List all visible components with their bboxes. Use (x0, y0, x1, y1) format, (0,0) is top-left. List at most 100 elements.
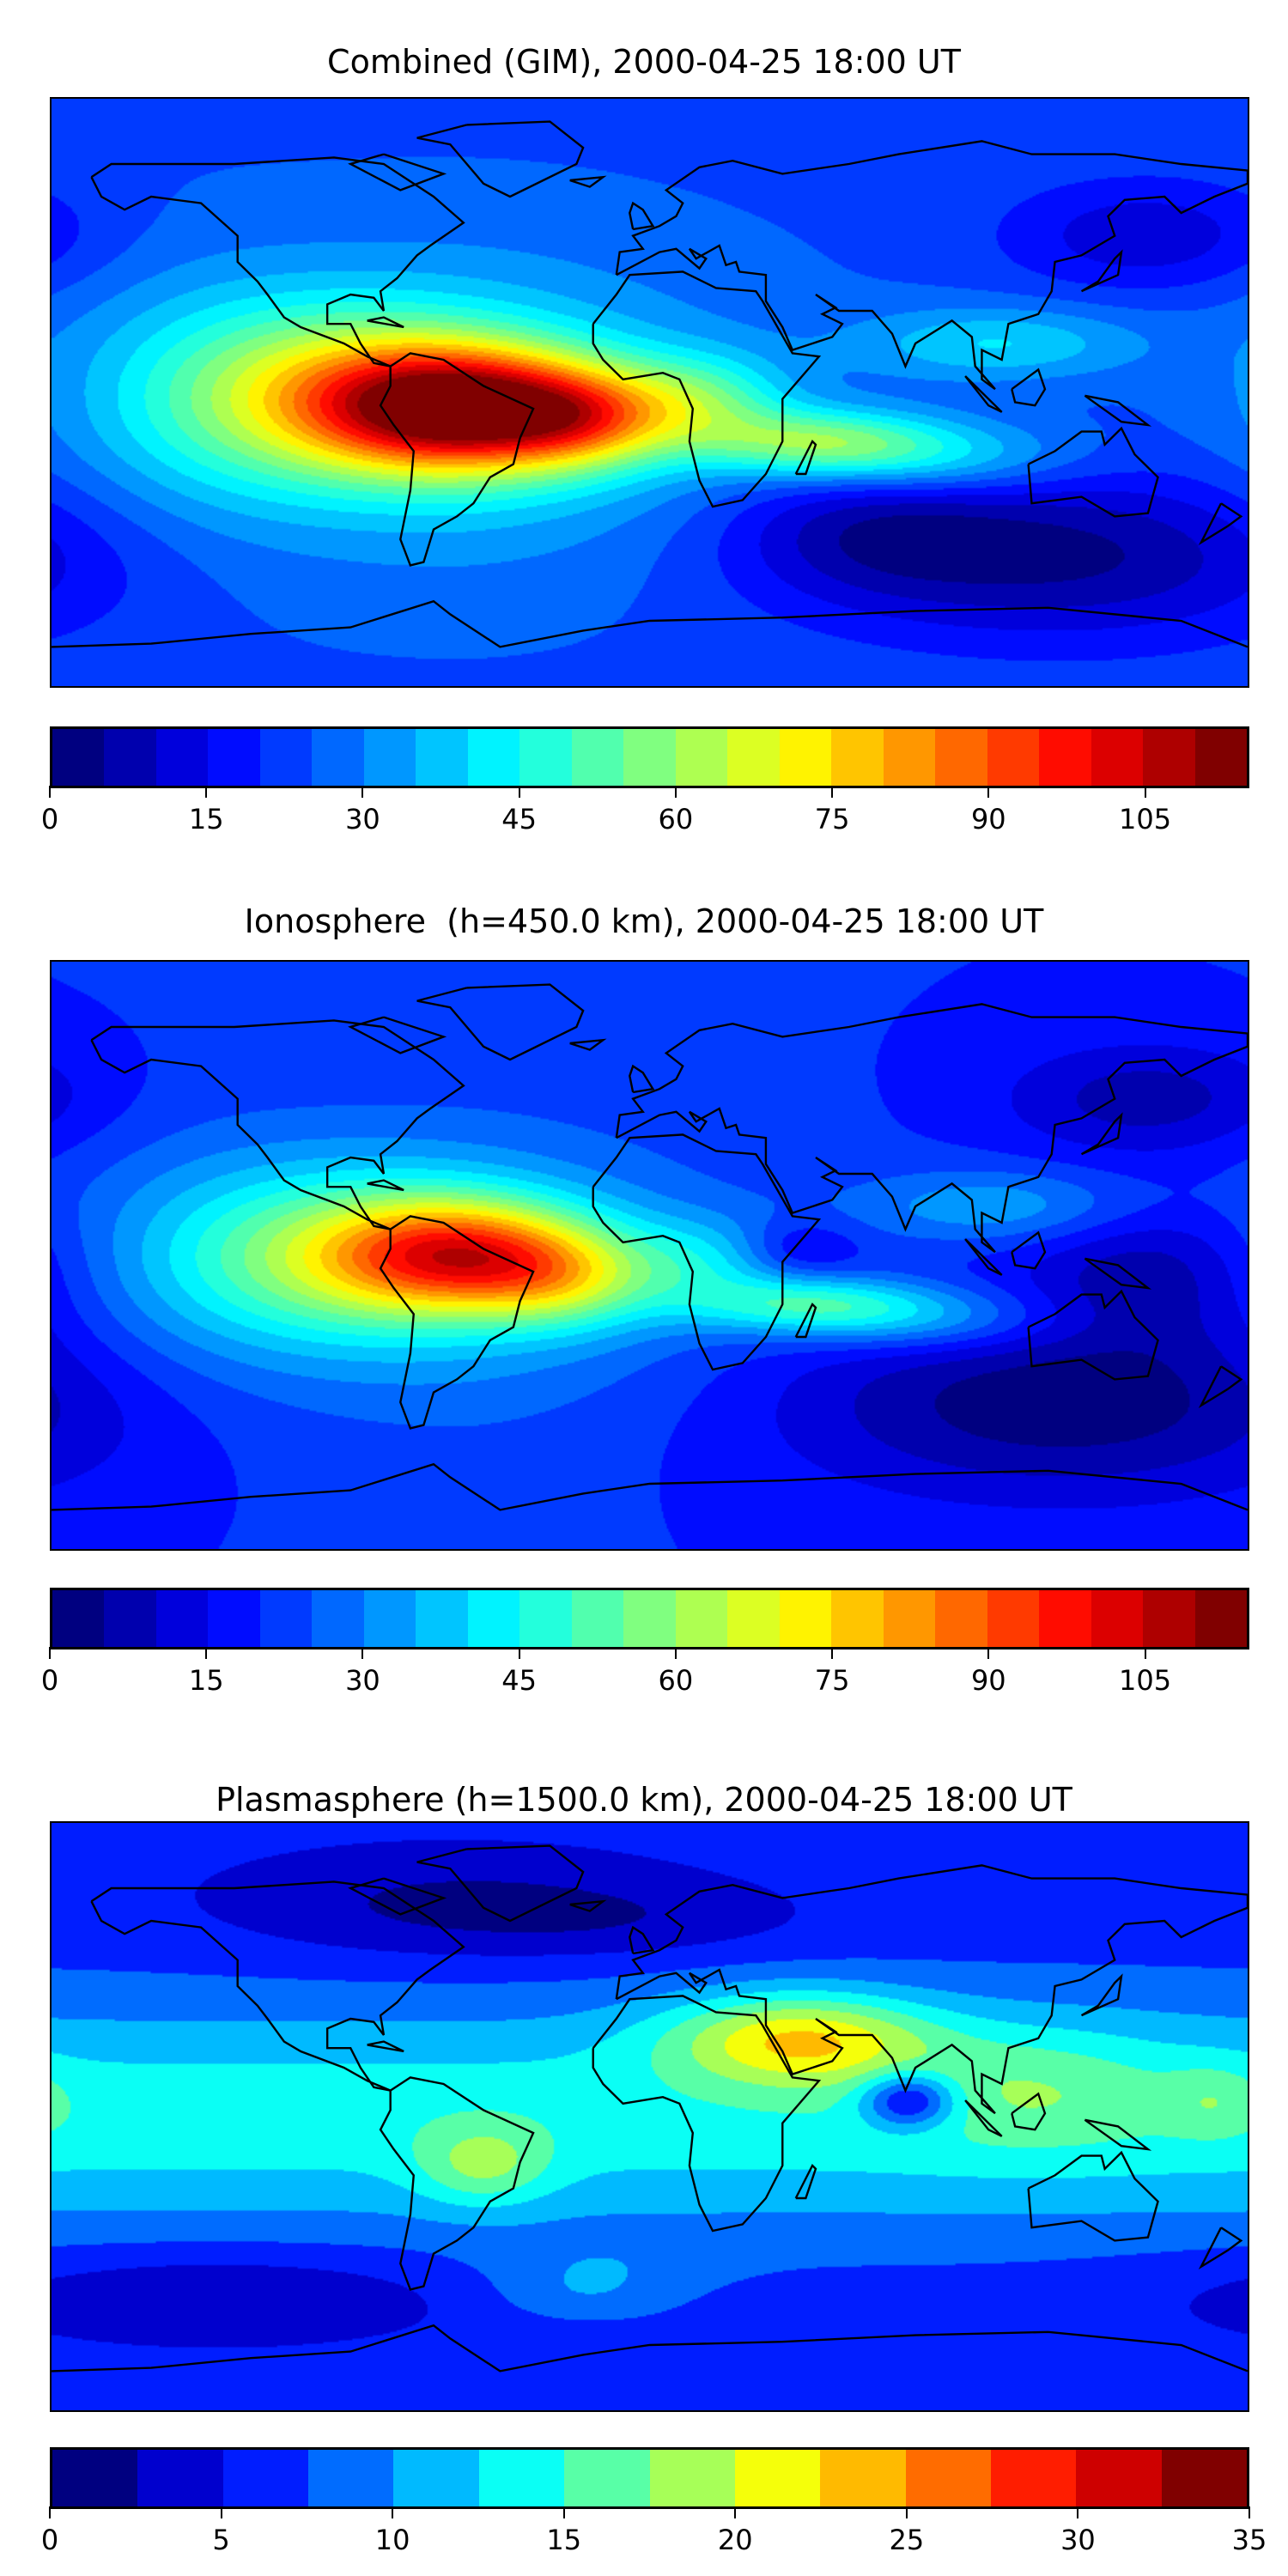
colorbar-segment (571, 1590, 624, 1647)
colorbar-tick (205, 786, 208, 798)
coastline (629, 204, 653, 229)
colorbar-segment (987, 1590, 1040, 1647)
colorbar-tick-label: 60 (658, 803, 694, 835)
colorbar-tick (361, 1647, 364, 1659)
colorbar-tick (987, 1647, 990, 1659)
colorbar-segment (779, 1590, 832, 1647)
colorbar-segment (1194, 729, 1248, 786)
colorbar-segment (727, 729, 780, 786)
colorbar-segment (519, 729, 572, 786)
colorbar-segment (478, 2450, 565, 2506)
coastline (368, 1181, 404, 1190)
colorbar-segment (208, 1590, 260, 1647)
colorbar-tick-label: 30 (1060, 2524, 1096, 2556)
colorbar-segment (734, 2450, 821, 2506)
coastline (629, 1066, 653, 1092)
coastline (965, 2100, 1002, 2136)
colorbar-tick (674, 1647, 677, 1659)
colorbar-segment (1039, 1590, 1091, 1647)
colorbar-tick-label: 25 (889, 2524, 925, 2556)
colorbar-combined (50, 726, 1249, 788)
colorbar-segment (1161, 2450, 1248, 2506)
coastline (350, 1018, 443, 1054)
coastline (52, 601, 1248, 647)
colorbar-segment (935, 1590, 987, 1647)
contour-field (52, 1823, 1248, 2410)
coastline (380, 1216, 533, 1428)
colorbar-tick-label: 0 (40, 2524, 59, 2556)
colorbar-tick-label: 90 (970, 803, 1006, 835)
colorbar-tick-label: 0 (40, 803, 59, 835)
colorbar-tick (205, 1647, 208, 1659)
colorbar-tick (674, 786, 677, 798)
colorbar-segment (935, 729, 987, 786)
colorbar-tick (518, 1647, 520, 1659)
colorbar-tick (220, 2506, 222, 2518)
colorbar-segment (259, 729, 313, 786)
coastline (1084, 1259, 1148, 1288)
colorbar-segment (1194, 1590, 1248, 1647)
colorbar-tick (49, 1647, 51, 1659)
coastline (1201, 2227, 1241, 2267)
colorbar-tick-label: 0 (40, 1664, 59, 1697)
colorbar-segment (883, 729, 936, 786)
coastline (368, 2042, 404, 2051)
colorbar-segment (363, 1590, 416, 1647)
colorbar-tick-label: 105 (1118, 803, 1172, 835)
colorbar-tick-label: 15 (188, 803, 224, 835)
colorbar-segment (623, 729, 676, 786)
colorbar-segment (208, 729, 260, 786)
coastline (1201, 1366, 1241, 1406)
coastline (1029, 2153, 1158, 2241)
colorbar-tick (1249, 2506, 1250, 2518)
coastline (417, 985, 583, 1060)
colorbar-segment (571, 729, 624, 786)
colorbar-segment (137, 2450, 223, 2506)
colorbar-segment (416, 729, 468, 786)
colorbar-segment (104, 729, 156, 786)
colorbar-segment (519, 1590, 572, 1647)
colorbar-tick-label: 5 (212, 2524, 230, 2556)
colorbar-segment (155, 1590, 209, 1647)
colorbar-tick (562, 2506, 565, 2518)
coastline (1082, 1115, 1121, 1155)
map-combined (50, 97, 1249, 688)
colorbar-tick (361, 786, 364, 798)
colorbar-segment (831, 1590, 884, 1647)
coastline (368, 318, 404, 327)
coastline (91, 157, 463, 366)
colorbar-segment (222, 2450, 309, 2506)
colorbar-segment (564, 2450, 650, 2506)
colorbar-tick (734, 2506, 737, 2518)
colorbar-tick (49, 2506, 51, 2518)
colorbar-segment (363, 729, 416, 786)
colorbar-tick-label: 45 (501, 1664, 537, 1697)
coastline (796, 2166, 816, 2198)
coastline (1082, 1977, 1121, 2016)
coastline (1012, 2093, 1045, 2129)
coastline (1084, 2120, 1148, 2149)
coastline (593, 1134, 819, 1370)
coastline (570, 177, 604, 186)
colorbar-tick-label: 60 (658, 1664, 694, 1697)
colorbar-ticks-plasmasphere: 0 5 10 15 20 25 30 35 (41, 2506, 1267, 2575)
colorbar-segment (675, 1590, 728, 1647)
colorbar-tick-label: 75 (814, 1664, 850, 1697)
panel-title-plasmasphere: Plasmasphere (h=1500.0 km), 2000-04-25 1… (216, 1781, 1072, 1819)
colorbar-tick (905, 2506, 908, 2518)
coastline (52, 2325, 1248, 2371)
colorbar-segment (1143, 1590, 1195, 1647)
coastline (52, 1464, 1248, 1510)
colorbar-segment (104, 1590, 156, 1647)
colorbar-segment (779, 729, 832, 786)
colorbar-segment (1091, 729, 1144, 786)
coastlines (52, 1823, 1248, 2410)
colorbar-segment (393, 2450, 479, 2506)
coastline (629, 1928, 653, 1953)
colorbar-tick-label: 30 (345, 803, 380, 835)
colorbar-ionosphere (50, 1588, 1249, 1649)
coastline (1012, 1232, 1045, 1268)
colorbar-segment (467, 1590, 520, 1647)
coastline (617, 1865, 1248, 2113)
colorbar-segment (1076, 2450, 1162, 2506)
